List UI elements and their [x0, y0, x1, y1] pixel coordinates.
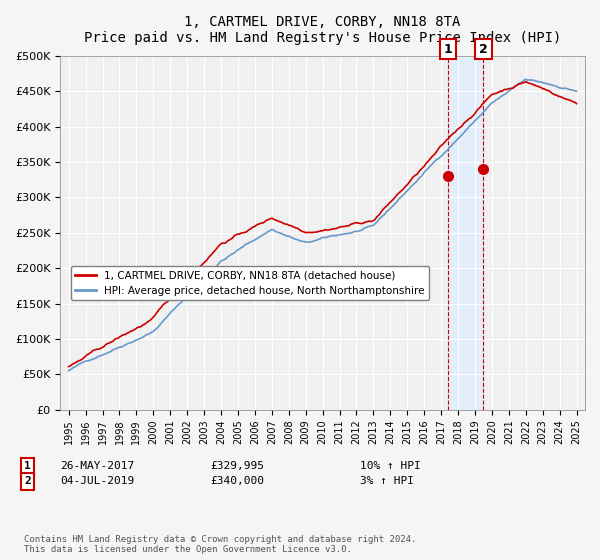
Text: Contains HM Land Registry data © Crown copyright and database right 2024.
This d: Contains HM Land Registry data © Crown c…	[24, 535, 416, 554]
Title: 1, CARTMEL DRIVE, CORBY, NN18 8TA
Price paid vs. HM Land Registry's House Price : 1, CARTMEL DRIVE, CORBY, NN18 8TA Price …	[84, 15, 561, 45]
Text: 3% ↑ HPI: 3% ↑ HPI	[360, 477, 414, 487]
Text: 26-MAY-2017: 26-MAY-2017	[60, 461, 134, 472]
Text: £340,000: £340,000	[210, 477, 264, 487]
Legend: 1, CARTMEL DRIVE, CORBY, NN18 8TA (detached house), HPI: Average price, detached: 1, CARTMEL DRIVE, CORBY, NN18 8TA (detac…	[71, 267, 428, 300]
Bar	[448, 56, 484, 409]
Text: 10% ↑ HPI: 10% ↑ HPI	[360, 461, 421, 472]
Text: 2: 2	[479, 43, 488, 55]
Text: 1: 1	[443, 43, 452, 55]
Text: 04-JUL-2019: 04-JUL-2019	[60, 477, 134, 487]
Text: £329,995: £329,995	[210, 461, 264, 472]
Text: 1: 1	[24, 461, 31, 472]
Text: 2: 2	[24, 477, 31, 487]
